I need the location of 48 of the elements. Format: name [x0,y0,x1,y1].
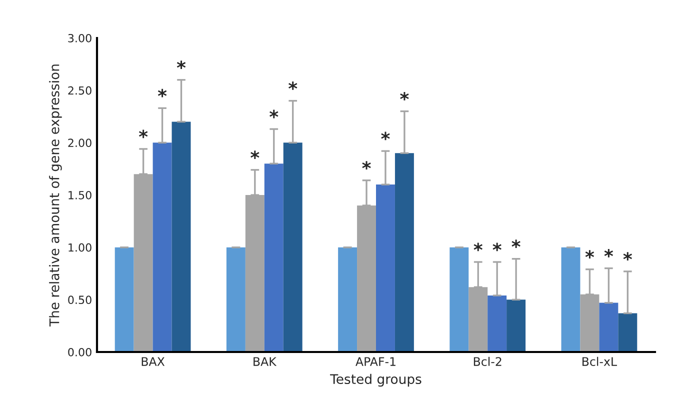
data-label: * [492,242,502,252]
x-axis-title: Tested groups [330,374,422,387]
data-label: * [176,60,186,69]
data-label: * [623,252,632,261]
y-tick-label: 0.00 [68,348,92,356]
bar [172,122,191,352]
y-tick-label: 2.00 [68,138,92,148]
bar [394,153,414,352]
bar [226,247,246,352]
bar [357,205,376,352]
data-label: * [138,130,148,138]
x-tick-label: APAF-1 [356,357,396,366]
bar [561,247,580,352]
bar [450,247,469,352]
data-label: * [585,250,594,258]
x-tick-label: BAK [254,357,277,366]
bar [599,302,618,352]
y-tick-label: 1.00 [68,243,92,252]
bar [338,247,358,352]
y-tick-label: 3.00 [68,34,92,42]
data-label: * [270,110,278,118]
bar [114,247,134,352]
x-tick-label: BAX [142,357,165,366]
bar [618,313,638,352]
data-label: * [474,242,482,252]
bar [245,195,264,352]
y-tick-label: 0.50 [68,296,92,304]
data-label: * [362,161,371,170]
bar [506,300,526,352]
data-label: * [400,92,409,100]
x-tick-label: Bcl-2 [474,356,502,366]
x-tick-label: Bcl-xL [582,356,617,366]
bar [134,174,153,352]
y-tick-label: 2.50 [68,86,92,95]
bar [488,295,507,352]
data-label: * [288,82,298,90]
data-label: * [158,88,167,98]
y-tick-label: 1.50 [68,190,92,200]
y-axis-title: The relative amount of gene expression [49,64,62,327]
data-label: * [604,249,614,258]
bar [152,142,172,352]
bar [580,294,600,352]
bar [264,164,284,352]
data-label: * [250,150,260,160]
data-label: * [512,240,520,248]
data-label: * [381,132,390,140]
bar [376,184,395,352]
bar [283,142,302,352]
